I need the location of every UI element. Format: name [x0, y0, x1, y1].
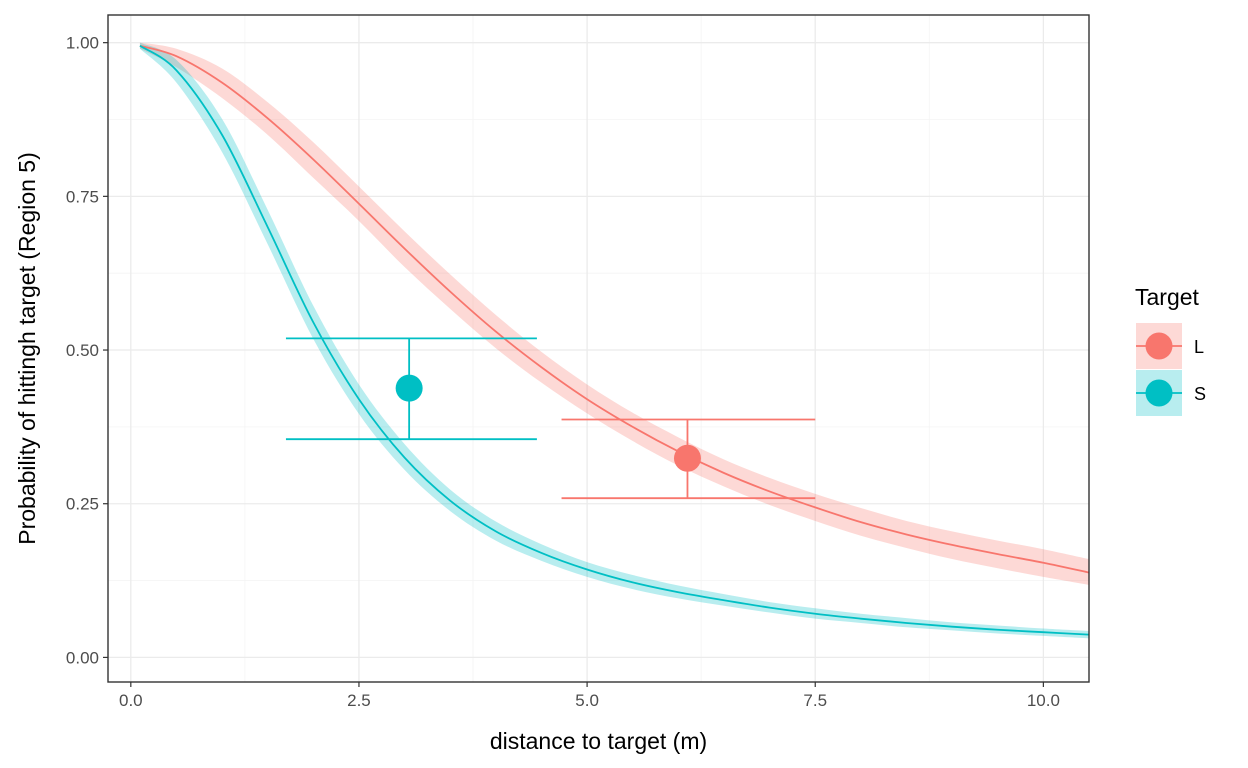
- point-l: [673, 444, 701, 472]
- fit-lines: [139, 44, 1089, 636]
- legend-label-l: L: [1194, 337, 1204, 357]
- major-gridlines: [108, 15, 1089, 682]
- x-tick-label: 10.0: [1027, 691, 1060, 710]
- ribbon-s: [139, 42, 1089, 639]
- legend-point-l: [1145, 332, 1173, 360]
- ribbon-l: [139, 42, 1089, 585]
- panel-border: [107, 14, 1090, 683]
- y-tick-label: 0.25: [66, 495, 99, 514]
- legend: Target LS: [1135, 284, 1206, 416]
- y-axis-title: Probability of hittingh target (Region 5…: [14, 152, 40, 545]
- legend-title: Target: [1135, 284, 1200, 310]
- legend-label-s: S: [1194, 384, 1206, 404]
- legend-item-s: S: [1136, 370, 1206, 416]
- x-axis-ticks: 0.0 2.5 5.0 7.5 10.0: [119, 682, 1060, 710]
- x-tick-label: 7.5: [803, 691, 827, 710]
- y-axis-ticks: 0.00 0.25 0.50 0.75 1.00: [66, 34, 108, 667]
- line-l: [139, 44, 1089, 574]
- mean-points: [395, 374, 701, 472]
- plot-panel: [107, 14, 1090, 683]
- legend-items: LS: [1136, 323, 1206, 416]
- legend-item-l: L: [1136, 323, 1204, 369]
- legend-point-s: [1145, 379, 1173, 407]
- point-s: [395, 374, 423, 402]
- x-tick-label: 0.0: [119, 691, 143, 710]
- x-axis-title: distance to target (m): [490, 728, 707, 754]
- y-tick-label: 0.75: [66, 187, 99, 206]
- x-tick-label: 2.5: [347, 691, 371, 710]
- line-s: [139, 44, 1089, 636]
- y-tick-label: 0.00: [66, 648, 99, 667]
- y-tick-label: 0.50: [66, 341, 99, 360]
- x-tick-label: 5.0: [575, 691, 599, 710]
- y-tick-label: 1.00: [66, 34, 99, 53]
- confidence-ribbons: [139, 42, 1089, 639]
- minor-gridlines: [108, 15, 1089, 682]
